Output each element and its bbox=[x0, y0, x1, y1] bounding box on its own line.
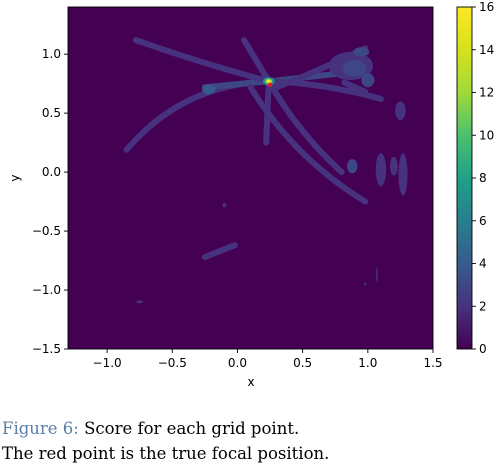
colorbar-tick-label: 6 bbox=[479, 214, 487, 228]
x-tick-label: −1.0 bbox=[93, 356, 122, 370]
y-tick-label: −1.0 bbox=[32, 283, 61, 297]
score-blob bbox=[389, 156, 398, 176]
y-tick-label: 0.5 bbox=[42, 106, 61, 120]
score-blob bbox=[202, 84, 216, 95]
score-blob bbox=[346, 159, 358, 174]
score-blob bbox=[267, 79, 271, 83]
y-tick-label: −0.5 bbox=[32, 224, 61, 238]
score-blob bbox=[136, 300, 143, 304]
score-blob bbox=[361, 73, 375, 88]
x-tick-label: 0.0 bbox=[228, 356, 247, 370]
score-blob bbox=[375, 153, 387, 187]
figure-caption: Figure 6: Score for each grid point. The… bbox=[2, 416, 500, 466]
colorbar-tick-label: 10 bbox=[479, 128, 494, 142]
score-ridge bbox=[265, 78, 345, 176]
score-blob bbox=[395, 101, 406, 121]
y-axis-label: y bbox=[8, 174, 22, 181]
score-blob bbox=[398, 153, 408, 196]
x-tick-label: 1.0 bbox=[358, 356, 377, 370]
score-blob bbox=[222, 202, 227, 208]
score-ridge bbox=[132, 37, 272, 85]
score-ridge bbox=[201, 242, 238, 261]
x-axis-label: x bbox=[247, 375, 254, 389]
colorbar-tick-label: 14 bbox=[479, 43, 494, 57]
score-blob bbox=[353, 47, 370, 57]
score-blob bbox=[363, 282, 367, 286]
y-tick-label: −1.5 bbox=[32, 342, 61, 356]
colorbar-gradient bbox=[457, 7, 472, 349]
score-ridge bbox=[341, 79, 369, 95]
score-ridge bbox=[265, 78, 384, 102]
heatmap-plot-area bbox=[67, 6, 434, 350]
score-blob bbox=[376, 266, 378, 283]
colorbar-tick-label: 16 bbox=[479, 0, 494, 14]
colorbar-tick-label: 12 bbox=[479, 86, 494, 100]
score-heatmap-figure: −1.0 −0.5 0.0 0.5 1.0 1.5 −1.5 −1.0 −0.5 0.0 0.5 1… bbox=[8, 0, 494, 389]
score-blob bbox=[343, 60, 367, 77]
caption-text-1: Score for each grid point. bbox=[84, 419, 300, 438]
y-axis: −1.5 −1.0 −0.5 0.0 0.5 1.0 bbox=[32, 47, 68, 356]
score-ridge bbox=[247, 84, 369, 205]
colorbar-tick-label: 4 bbox=[479, 257, 487, 271]
y-tick-label: 1.0 bbox=[42, 47, 61, 61]
colorbar-tick-label: 2 bbox=[479, 299, 487, 313]
colorbar-tick-label: 8 bbox=[479, 171, 487, 185]
plot-frame bbox=[67, 6, 434, 350]
colorbar: 0 2 4 6 8 10 12 14 16 bbox=[456, 0, 494, 356]
y-tick-label: 0.0 bbox=[42, 165, 61, 179]
caption-figure-label: Figure 6: bbox=[2, 419, 79, 438]
x-tick-label: −0.5 bbox=[158, 356, 187, 370]
colorbar-tick-label: 0 bbox=[479, 342, 487, 356]
x-tick-label: 1.5 bbox=[423, 356, 442, 370]
caption-line-1: Figure 6: Score for each grid point. bbox=[2, 416, 500, 441]
x-axis: −1.0 −0.5 0.0 0.5 1.0 1.5 bbox=[93, 349, 443, 370]
x-tick-label: 0.5 bbox=[293, 356, 312, 370]
true-focal-point-marker bbox=[267, 82, 273, 88]
caption-line-2: The red point is the true focal position… bbox=[2, 444, 330, 463]
